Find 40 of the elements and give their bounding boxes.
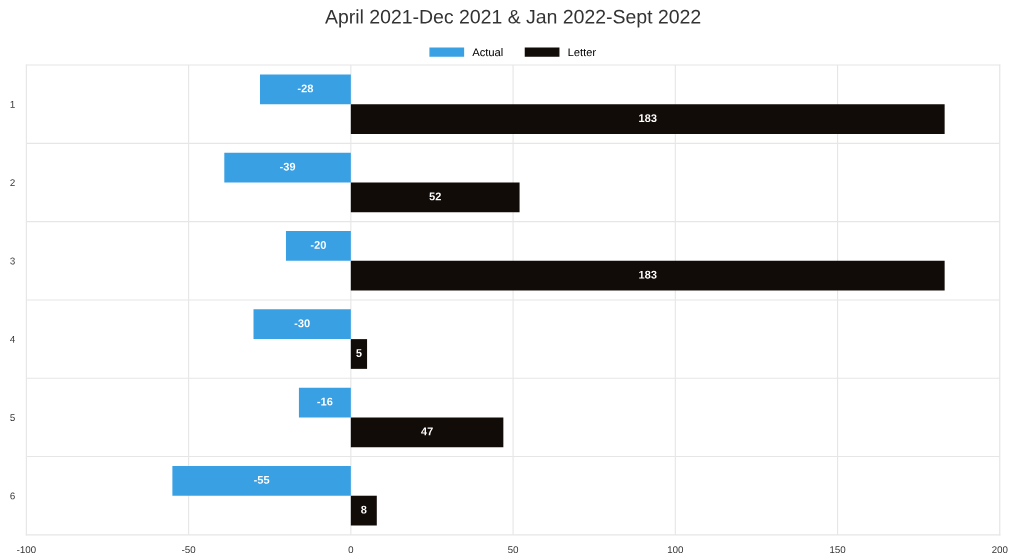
legend-label: Letter	[568, 48, 596, 57]
bar	[224, 152, 351, 183]
data-label: 5	[356, 349, 362, 357]
bar	[350, 104, 945, 134]
x-tick-label: 50	[508, 546, 519, 554]
data-label: -16	[317, 397, 333, 406]
data-label: 183	[639, 114, 657, 123]
data-label: -28	[297, 84, 314, 93]
y-tick-label: 6	[10, 492, 15, 500]
bar	[350, 495, 377, 526]
data-label: -55	[254, 476, 270, 484]
y-tick-label: 3	[10, 257, 15, 265]
data-label: -39	[279, 162, 296, 171]
data-label: 8	[361, 505, 367, 514]
bar	[259, 74, 351, 105]
x-tick-label: 0	[348, 546, 354, 554]
data-label: 183	[639, 270, 657, 279]
x-tick-label: -50	[182, 546, 196, 554]
bar	[172, 465, 351, 496]
data-label: -30	[294, 319, 310, 328]
bar	[298, 387, 351, 418]
data-label: -20	[310, 241, 326, 249]
x-tick-label: 100	[667, 546, 684, 554]
y-tick-label: 1	[10, 101, 15, 108]
bar	[350, 182, 520, 213]
legend-label: Actual	[472, 48, 503, 57]
x-tick-label: 150	[830, 546, 846, 554]
y-tick-label: 5	[10, 414, 15, 422]
bar	[350, 417, 504, 448]
bar	[350, 339, 368, 369]
x-tick-label: -100	[17, 546, 36, 554]
chart-title: April 2021-Dec 2021 & Jan 2022-Sept 2022	[325, 9, 701, 28]
y-tick-label: 4	[10, 335, 15, 343]
data-label: 47	[421, 427, 433, 436]
data-label: 52	[429, 192, 441, 201]
y-tick-label: 2	[10, 179, 15, 187]
x-tick-label: 200	[992, 546, 1008, 554]
bar	[253, 309, 351, 340]
bar	[285, 231, 351, 261]
bar	[350, 260, 945, 291]
